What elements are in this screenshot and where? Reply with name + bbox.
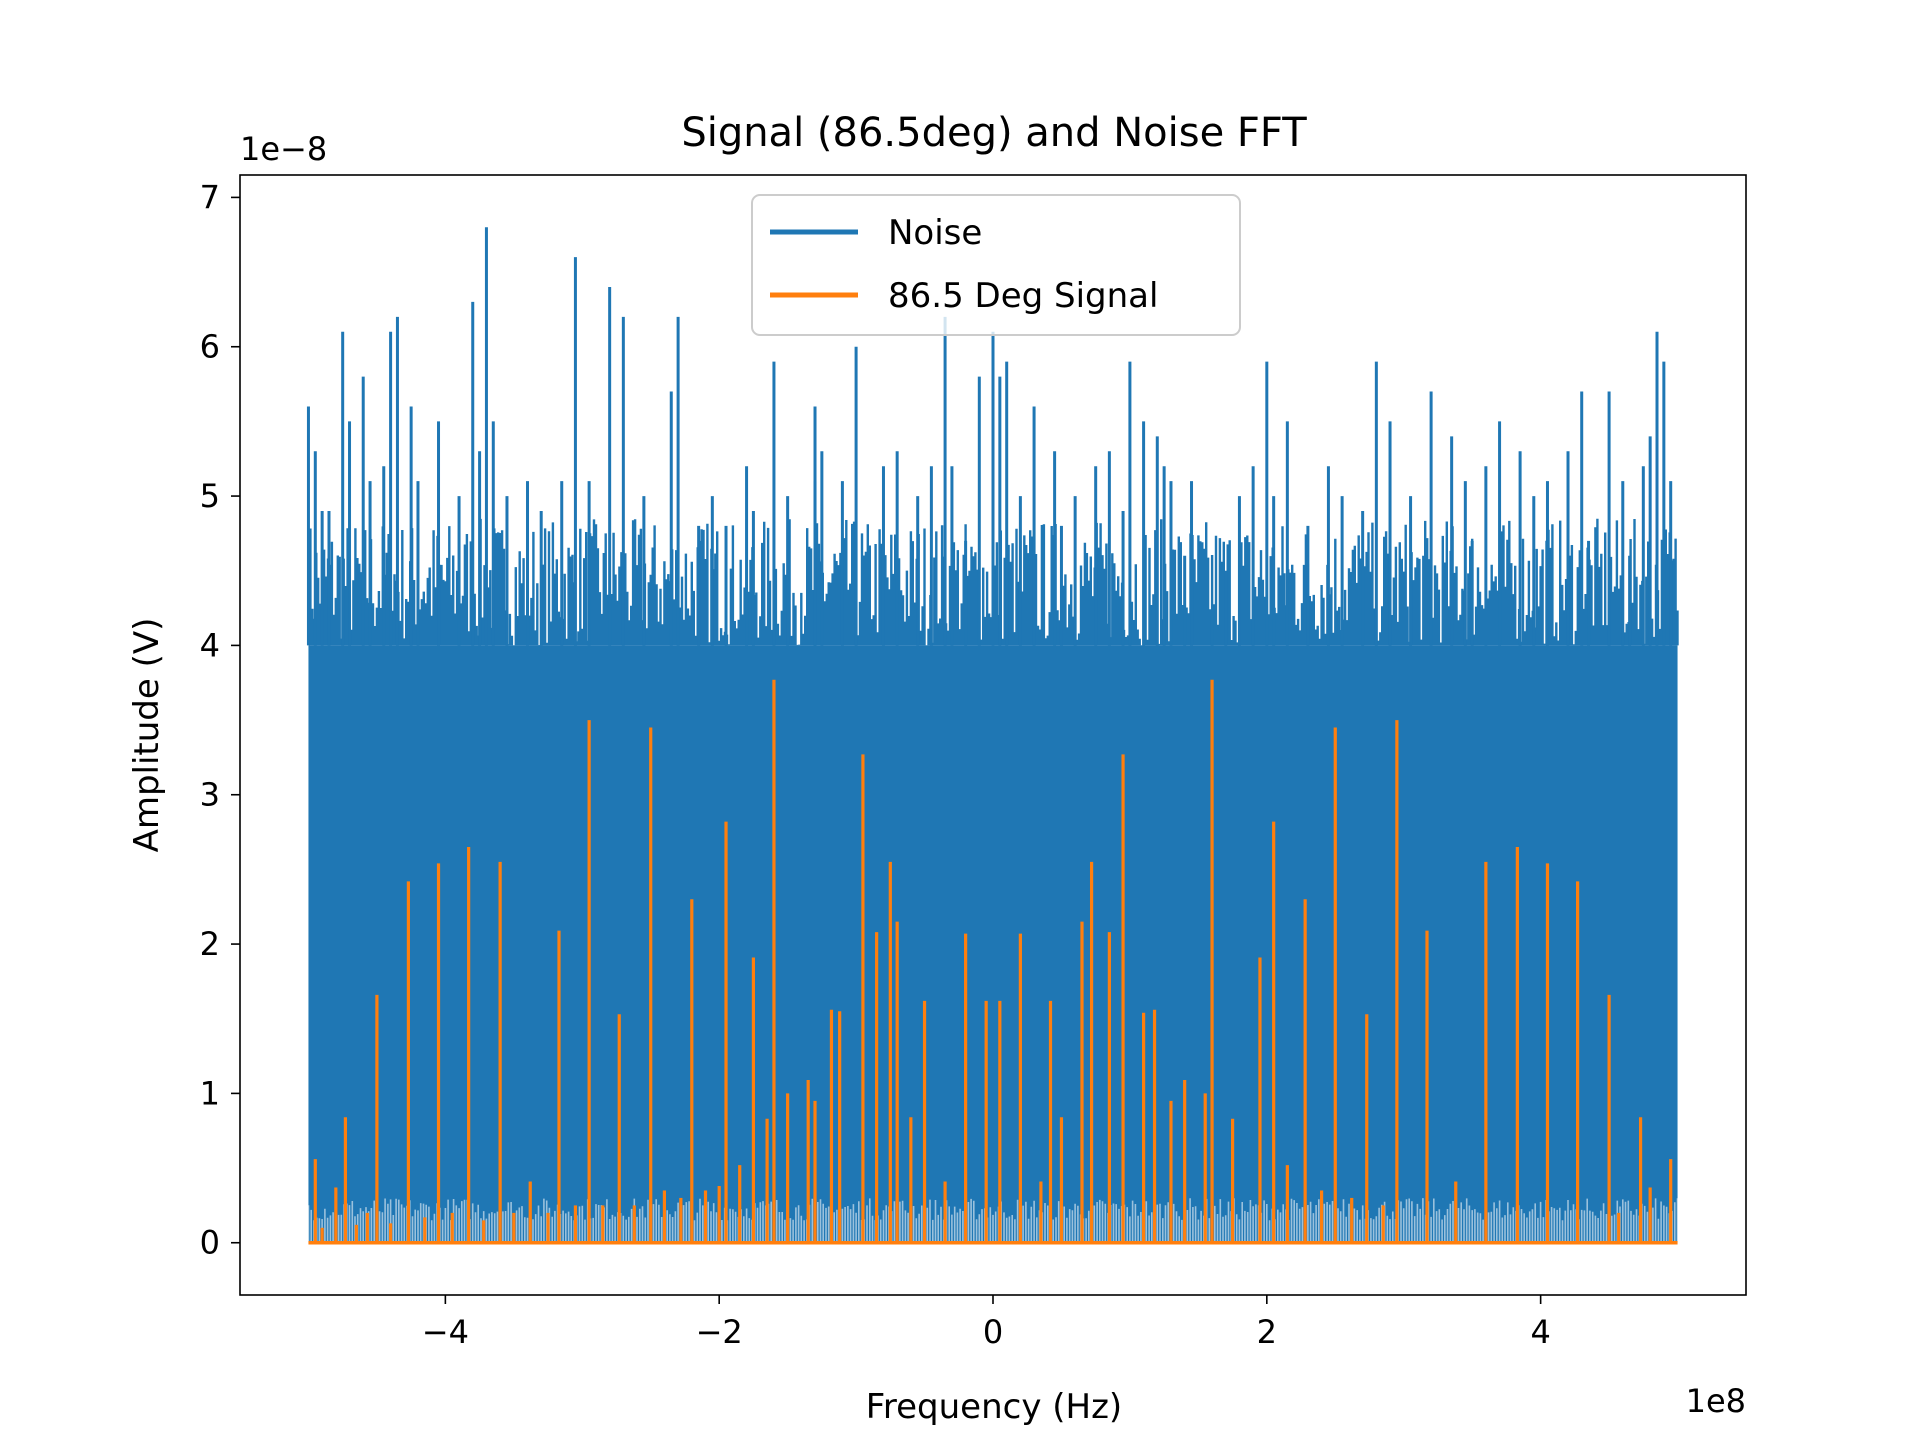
x-tick-label: −2 <box>696 1313 743 1351</box>
y-tick-label: 0 <box>200 1224 220 1262</box>
y-tick-label: 5 <box>200 477 220 515</box>
noise-band <box>308 645 1678 1243</box>
legend: Noise 86.5 Deg Signal <box>751 194 1241 336</box>
y-axis: 0 1 2 3 4 5 6 7 <box>200 178 240 1262</box>
y-tick-label: 3 <box>200 776 220 814</box>
x-tick-label: 2 <box>1257 1313 1277 1351</box>
y-tick-label: 1 <box>200 1074 220 1112</box>
y-tick-label: 2 <box>200 925 220 963</box>
y-tick-label: 7 <box>200 178 220 216</box>
plot-area <box>306 227 1679 1245</box>
y-tick-label: 6 <box>200 328 220 366</box>
legend-label-noise: Noise <box>888 213 982 253</box>
x-offset-text: 1e8 <box>1686 1382 1746 1420</box>
y-tick-label: 4 <box>200 626 220 664</box>
y-offset-text: 1e−8 <box>240 130 327 168</box>
x-axis-label: Frequency (Hz) <box>866 1387 1122 1427</box>
y-axis-label: Amplitude (V) <box>127 618 167 853</box>
signal-series <box>308 679 1678 1245</box>
x-axis: −4 −2 0 2 4 <box>422 1295 1551 1351</box>
chart-title: Signal (86.5deg) and Noise FFT <box>681 110 1307 156</box>
legend-box <box>751 194 1241 336</box>
legend-label-signal: 86.5 Deg Signal <box>888 276 1158 316</box>
x-tick-label: 4 <box>1530 1313 1550 1351</box>
x-tick-label: −4 <box>422 1313 469 1351</box>
x-tick-label: 0 <box>983 1313 1003 1351</box>
noise-series <box>306 227 1679 1243</box>
